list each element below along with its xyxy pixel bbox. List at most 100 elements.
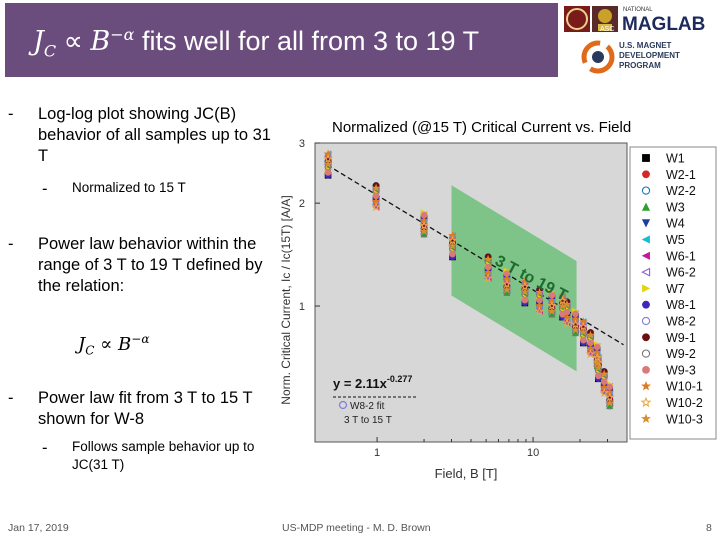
data-point-w10-1 (579, 317, 588, 326)
data-point-w10-2 (570, 319, 581, 329)
data-point-w6-2 (483, 255, 492, 264)
data-point-w10-1 (483, 268, 493, 277)
data-point-w6-1 (606, 393, 614, 401)
data-point-w8-1 (420, 214, 428, 222)
y-axis-label: Norm. Critical Current, Ic / Ic(15T) [A/… (279, 195, 293, 404)
data-point-w6-2 (594, 363, 602, 372)
data-point-w5 (484, 269, 492, 276)
legend-marker-w7 (642, 284, 651, 293)
legend-label-w5: W5 (666, 233, 685, 247)
data-point-w10-3 (599, 369, 609, 378)
data-point-w10-3 (562, 299, 572, 308)
data-point-w6-1 (372, 203, 380, 211)
data-point-w8-1 (600, 381, 608, 388)
data-point-w6-1 (484, 274, 492, 282)
power-law-formula: JC ∝ B−α (78, 332, 150, 358)
data-point-w2-1 (521, 280, 529, 288)
data-point-w7 (484, 260, 492, 268)
data-point-w9-2 (563, 303, 571, 311)
data-point-w9-2 (448, 245, 457, 253)
program-line-3: PROGRAM (619, 61, 661, 70)
data-point-w9-3 (572, 310, 579, 318)
data-point-w5 (324, 150, 332, 158)
data-point-w9-1 (595, 361, 602, 369)
data-point-w8-1 (536, 299, 543, 307)
data-point-w4 (593, 343, 601, 351)
data-point-w10-3 (605, 398, 615, 407)
legend-label-w7: W7 (666, 282, 685, 296)
data-point-w1 (536, 299, 543, 307)
data-point-w2-2 (372, 182, 380, 190)
data-point-w3 (600, 372, 608, 380)
data-point-w9-2 (579, 331, 587, 339)
data-point-w4 (521, 296, 529, 304)
data-point-w5 (372, 197, 380, 205)
data-point-w10-1 (448, 231, 457, 240)
data-point-w2-2 (593, 356, 601, 364)
data-point-w8-1 (559, 313, 566, 321)
data-point-w10-1 (605, 387, 615, 396)
data-point-w5 (563, 314, 571, 321)
data-point-w7 (600, 375, 608, 383)
data-point-w9-1 (484, 253, 492, 261)
data-point-w10-3 (579, 327, 588, 336)
data-point-w6-1 (563, 319, 571, 327)
asc-label: ASC (600, 26, 614, 33)
data-point-w8-2 (521, 280, 529, 288)
national-label: NATIONAL (623, 7, 653, 13)
data-point-w1 (559, 313, 566, 321)
data-point-w3 (536, 291, 543, 299)
data-point-w10-1 (594, 352, 603, 361)
data-point-w8-1 (587, 342, 594, 349)
data-point-w9-3 (587, 339, 594, 347)
data-point-w9-2 (606, 402, 614, 410)
data-point-w4 (324, 169, 332, 177)
data-point-w2-2 (594, 361, 602, 369)
data-point-w2-2 (548, 304, 556, 313)
data-point-w8-2 (324, 152, 332, 160)
data-point-w7 (563, 305, 571, 313)
data-point-w10-1 (592, 347, 602, 356)
data-point-w3 (548, 310, 556, 318)
logos: ASC NATIONAL MAGLAB U.S. MAGNET DEVELOPM… (560, 2, 718, 78)
legend-marker-w8-2 (641, 316, 651, 326)
data-point-w5 (558, 292, 566, 300)
data-point-w10-1 (599, 382, 609, 391)
data-point-w2-1 (580, 320, 587, 328)
footer-page-number: 8 (706, 522, 712, 534)
data-point-w9-1 (606, 396, 614, 404)
data-point-w1 (587, 342, 594, 349)
program-line-1: U.S. MAGNET (619, 41, 672, 50)
data-point-w5 (594, 353, 602, 361)
data-point-w10-2 (599, 387, 610, 398)
data-point-w3 (521, 290, 529, 298)
maglab-label: MAGLAB (622, 14, 705, 35)
data-point-w7 (536, 294, 544, 302)
data-point-w9-2 (521, 291, 529, 299)
data-point-w10-3 (520, 287, 530, 296)
data-point-w1 (484, 266, 492, 274)
legend-label-w6-2: W6-2 (666, 266, 696, 280)
data-point-w4 (536, 296, 543, 304)
data-point-w1 (606, 386, 614, 393)
legend-marker-w9-3 (642, 365, 650, 374)
data-point-w10-2 (578, 321, 589, 331)
data-point-w1 (324, 172, 332, 179)
data-point-w2-1 (572, 318, 579, 325)
data-point-w3 (594, 366, 602, 374)
data-point-w8-1 (563, 311, 571, 319)
data-point-w1 (420, 214, 428, 222)
data-point-w2-2 (563, 298, 571, 306)
data-point-w4 (484, 263, 492, 271)
data-point-w10-3 (586, 330, 595, 339)
legend-marker-w3 (641, 202, 651, 211)
data-point-w9-1 (593, 356, 601, 364)
data-point-w1 (580, 339, 587, 347)
data-point-w9-3 (563, 308, 571, 316)
data-point-w1 (449, 253, 456, 261)
data-point-w10-2 (561, 317, 572, 328)
data-point-w1 (563, 311, 571, 319)
data-point-w9-2 (571, 329, 580, 337)
data-point-w5 (420, 216, 428, 224)
data-point-w10-2 (534, 306, 545, 316)
